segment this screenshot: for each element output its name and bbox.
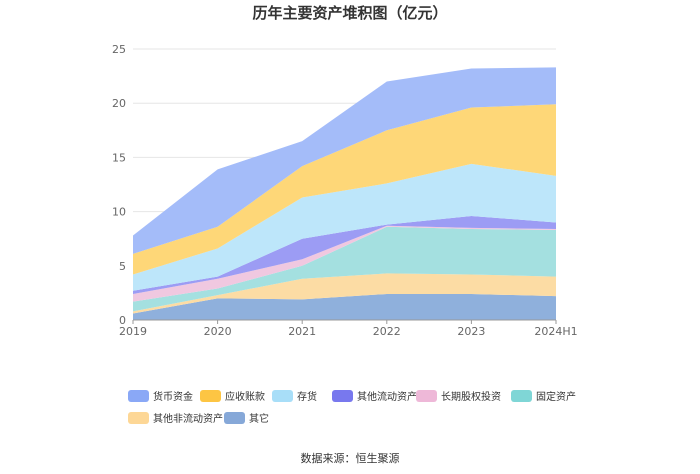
x-tick-label: 2021 (288, 325, 316, 338)
area-series-2 (133, 226, 556, 312)
area-series-5 (133, 163, 556, 291)
x-tick-label: 2024H1 (534, 325, 577, 338)
y-tick-label: 15 (112, 151, 126, 164)
area-series-7 (133, 67, 556, 254)
legend-swatch (224, 411, 245, 424)
y-tick-label: 0 (119, 314, 126, 327)
legend-swatch (511, 389, 532, 402)
legend-swatch (416, 389, 437, 402)
area-layers (133, 67, 556, 320)
x-tick-label: 2020 (204, 325, 232, 338)
area-series-3 (133, 225, 556, 302)
legend-swatch (272, 389, 293, 402)
legend-item[interactable]: 长期股权投资 (416, 388, 501, 403)
legend-item[interactable]: 货币资金 (128, 388, 193, 403)
legend-swatch (200, 389, 221, 402)
legend-swatch (128, 411, 149, 424)
chart-title: 历年主要资产堆积图（亿元） (252, 4, 448, 22)
area-series-4 (133, 215, 556, 294)
area-series-6 (133, 104, 556, 275)
legend-item[interactable]: 存货 (272, 388, 317, 403)
area-series-1 (133, 273, 556, 314)
legend-label: 长期股权投资 (441, 392, 501, 403)
legend-label: 其它 (249, 414, 269, 425)
y-tick-label: 25 (112, 43, 126, 56)
data-source: 数据来源：恒生聚源 (300, 452, 400, 465)
x-tick-label: 2019 (119, 325, 147, 338)
y-tick-label: 20 (112, 97, 126, 110)
y-tick-label: 5 (119, 260, 126, 273)
legend-swatch (128, 389, 149, 402)
x-tick-label: 2022 (373, 325, 401, 338)
legend-label: 货币资金 (153, 392, 193, 403)
y-tick-label: 10 (112, 206, 126, 219)
y-axis: 0 5 10 15 20 25 (112, 43, 126, 327)
area-series-0 (133, 293, 556, 320)
legend-label: 存货 (297, 392, 317, 403)
legend-item[interactable]: 其他流动资产 (332, 388, 417, 403)
legend-item[interactable]: 其他非流动资产 (128, 410, 223, 425)
x-axis: 2019 2020 2021 2022 2023 2024H1 (119, 319, 578, 338)
legend-label: 应收账款 (225, 392, 265, 403)
legend-swatch (332, 389, 353, 402)
legend-item[interactable]: 固定资产 (511, 388, 576, 403)
legend-label: 其他非流动资产 (153, 414, 223, 425)
legend-label: 其他流动资产 (357, 392, 417, 403)
x-tick-label: 2023 (457, 325, 485, 338)
legend-item[interactable]: 其它 (224, 410, 269, 425)
legend-label: 固定资产 (536, 392, 576, 403)
legend-item[interactable]: 应收账款 (200, 388, 265, 403)
